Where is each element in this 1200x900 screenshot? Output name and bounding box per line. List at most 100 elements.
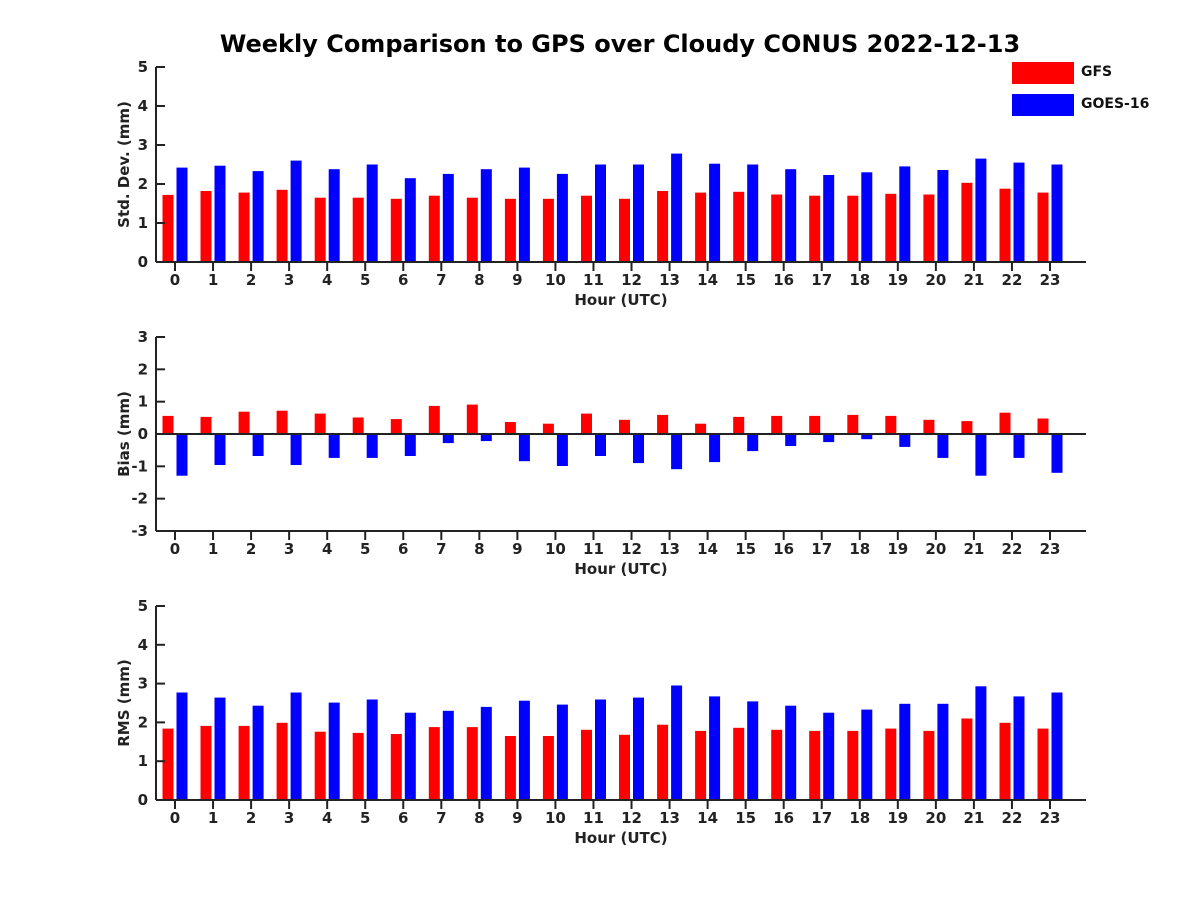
bar-gfs-hour-3 (276, 410, 288, 434)
x-tick-label: 7 (436, 809, 446, 827)
bar-goes16-hour-17 (823, 175, 835, 262)
y-tick-label: 0 (138, 791, 148, 809)
x-tick-label: 14 (697, 540, 718, 558)
bar-goes16-hour-22 (1013, 696, 1025, 800)
bar-gfs-hour-16 (771, 194, 783, 262)
x-tick-label: 15 (735, 540, 756, 558)
bar-goes16-hour-7 (442, 173, 454, 262)
bar-goes16-hour-19 (899, 434, 911, 447)
legend-label-gfs: GFS (1081, 64, 1113, 80)
x-tick-label: 13 (659, 271, 680, 289)
x-tick-label: 7 (436, 540, 446, 558)
bar-gfs-hour-22 (999, 722, 1011, 800)
bar-goes16-hour-2 (252, 705, 264, 800)
bar-gfs-hour-15 (733, 191, 745, 262)
x-tick-label: 21 (963, 809, 984, 827)
bar-gfs-hour-0 (162, 415, 174, 434)
x-axis-label: Hour (UTC) (574, 291, 667, 309)
bar-gfs-hour-20 (923, 194, 935, 262)
x-tick-label: 2 (246, 809, 256, 827)
bar-gfs-hour-8 (466, 404, 478, 434)
bar-gfs-hour-10 (542, 423, 554, 434)
bar-gfs-hour-22 (999, 412, 1011, 434)
bar-goes16-hour-5 (366, 699, 378, 800)
bar-goes16-hour-7 (442, 434, 454, 444)
bar-goes16-hour-13 (671, 434, 683, 470)
x-tick-label: 19 (887, 271, 908, 289)
x-tick-label: 4 (322, 540, 332, 558)
x-tick-label: 3 (284, 540, 294, 558)
x-tick-label: 20 (925, 271, 946, 289)
x-tick-label: 5 (360, 271, 370, 289)
bar-gfs-hour-8 (466, 727, 478, 800)
y-tick-label: 0 (138, 253, 148, 271)
bar-gfs-hour-19 (885, 193, 897, 263)
bar-goes16-hour-9 (518, 167, 530, 262)
x-tick-label: 18 (849, 809, 870, 827)
x-tick-label: 22 (1002, 271, 1023, 289)
bar-gfs-hour-16 (771, 415, 783, 434)
bar-goes16-hour-17 (823, 712, 835, 800)
x-tick-label: 12 (621, 809, 642, 827)
bar-goes16-hour-8 (480, 706, 492, 800)
x-tick-label: 18 (849, 540, 870, 558)
y-tick-label: 3 (138, 136, 148, 154)
bar-gfs-hour-18 (847, 195, 859, 262)
x-tick-label: 15 (735, 809, 756, 827)
y-tick-label: -2 (131, 490, 148, 508)
x-tick-label: 17 (811, 540, 832, 558)
bar-gfs-hour-21 (961, 182, 973, 262)
bar-gfs-hour-15 (733, 416, 745, 434)
y-tick-label: 1 (138, 214, 148, 232)
x-tick-label: 0 (170, 271, 180, 289)
x-tick-label: 11 (583, 540, 604, 558)
bar-goes16-hour-21 (975, 158, 987, 262)
bar-goes16-hour-4 (328, 169, 340, 262)
bar-goes16-hour-1 (214, 697, 226, 800)
x-tick-label: 21 (963, 540, 984, 558)
bar-goes16-hour-22 (1013, 162, 1025, 262)
x-tick-label: 4 (322, 271, 332, 289)
x-tick-label: 9 (512, 540, 522, 558)
x-tick-label: 21 (963, 271, 984, 289)
bar-gfs-hour-6 (390, 419, 402, 434)
bar-gfs-hour-11 (581, 413, 592, 434)
y-tick-label: 4 (138, 97, 148, 115)
bar-goes16-hour-17 (823, 434, 835, 443)
legend-swatch-gfs (1012, 62, 1074, 84)
bar-gfs-hour-2 (238, 411, 250, 434)
x-tick-label: 5 (360, 540, 370, 558)
x-tick-label: 0 (170, 809, 180, 827)
x-tick-label: 3 (284, 809, 294, 827)
bar-gfs-hour-12 (619, 734, 630, 800)
bar-gfs-hour-17 (809, 415, 821, 434)
legend-swatch-goes16 (1012, 94, 1074, 116)
bar-gfs-hour-8 (466, 197, 478, 262)
bar-goes16-hour-6 (404, 178, 416, 262)
bar-goes16-hour-15 (747, 164, 759, 262)
bar-goes16-hour-13 (671, 685, 683, 800)
bar-gfs-hour-14 (695, 730, 707, 800)
bar-goes16-hour-0 (176, 692, 188, 800)
bar-gfs-hour-7 (428, 405, 440, 434)
x-tick-label: 11 (583, 809, 604, 827)
bar-goes16-hour-10 (556, 704, 568, 800)
bar-gfs-hour-1 (200, 416, 212, 434)
bar-goes16-hour-10 (556, 434, 568, 466)
x-tick-label: 17 (811, 809, 832, 827)
x-tick-label: 10 (545, 540, 566, 558)
bar-gfs-hour-13 (657, 414, 669, 434)
bar-gfs-hour-9 (504, 198, 516, 262)
x-tick-label: 20 (925, 809, 946, 827)
x-axis-label: Hour (UTC) (574, 560, 667, 578)
x-tick-label: 7 (436, 271, 446, 289)
x-tick-label: 1 (208, 540, 218, 558)
bar-goes16-hour-14 (709, 434, 721, 463)
bar-gfs-hour-9 (504, 736, 516, 800)
x-tick-label: 13 (659, 809, 680, 827)
bar-goes16-hour-23 (1051, 692, 1063, 800)
x-tick-label: 18 (849, 271, 870, 289)
bar-goes16-hour-11 (595, 699, 606, 800)
